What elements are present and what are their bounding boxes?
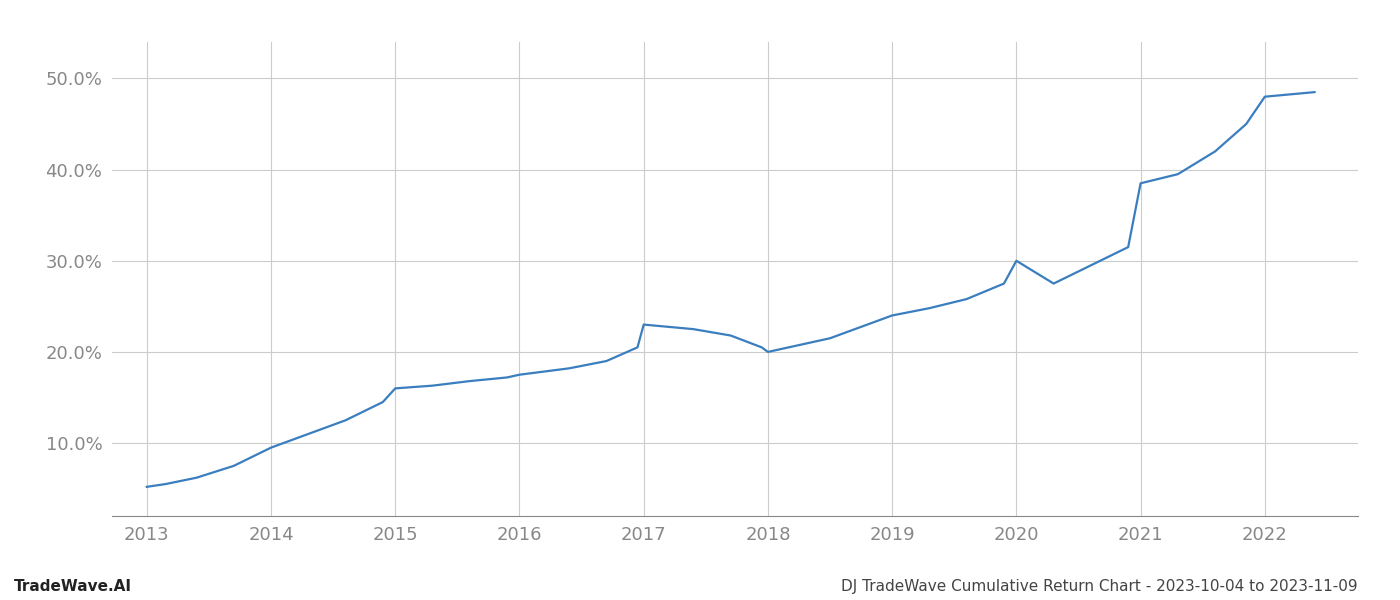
Text: DJ TradeWave Cumulative Return Chart - 2023-10-04 to 2023-11-09: DJ TradeWave Cumulative Return Chart - 2… (841, 579, 1358, 594)
Text: TradeWave.AI: TradeWave.AI (14, 579, 132, 594)
